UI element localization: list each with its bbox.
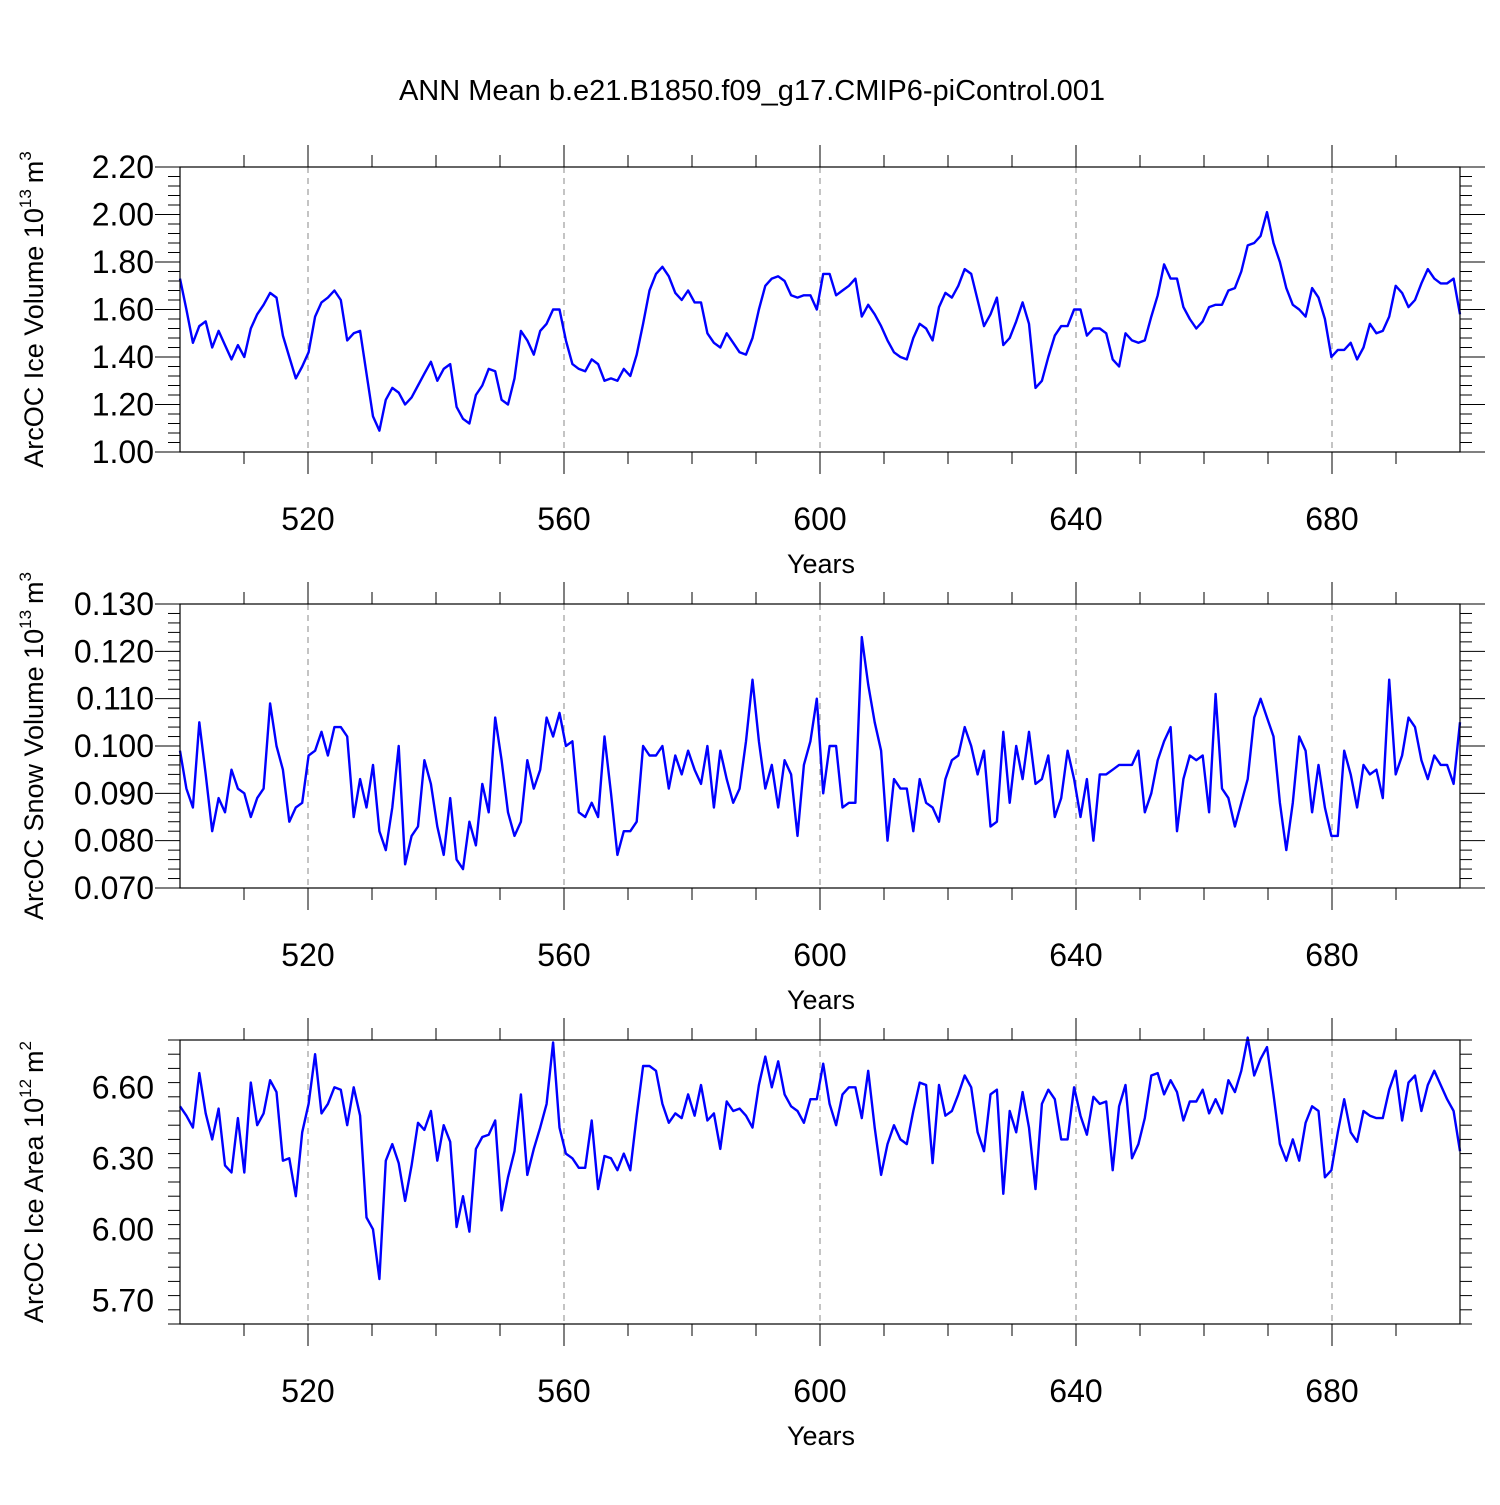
data-series-line xyxy=(178,210,1462,432)
y-axis-title: ArcOC Ice Area 1012 m2 xyxy=(16,1041,49,1323)
y-axis-title-text: ArcOC Ice Area 10 xyxy=(19,1098,49,1323)
y-axis-title-exponent: 12 xyxy=(16,1079,35,1098)
y-tick-label: 6.60 xyxy=(92,1069,154,1105)
y-axis-title-unit: m xyxy=(19,1050,49,1073)
y-axis-title-unit: m xyxy=(19,161,49,184)
y-tick-label: 6.30 xyxy=(92,1140,154,1176)
x-tick-label: 520 xyxy=(281,501,334,537)
data-series-line xyxy=(179,1036,1462,1281)
y-tick-label: 0.130 xyxy=(74,586,154,622)
y-tick-label: 1.20 xyxy=(92,387,154,423)
x-tick-label: 680 xyxy=(1305,501,1358,537)
x-tick-label: 560 xyxy=(537,937,590,973)
x-tick-label: 640 xyxy=(1049,937,1102,973)
y-axis-title-exponent: 13 xyxy=(16,189,35,208)
x-tick-label: 600 xyxy=(793,937,846,973)
y-tick-label: 1.80 xyxy=(92,244,154,280)
y-tick-label: 0.110 xyxy=(76,681,154,717)
figure-title: ANN Mean b.e21.B1850.f09_g17.CMIP6-piCon… xyxy=(399,75,1105,107)
y-tick-label: 0.090 xyxy=(74,775,154,811)
x-tick-label: 560 xyxy=(537,1373,590,1409)
y-tick-label: 1.00 xyxy=(92,434,154,470)
y-tick-label: 1.40 xyxy=(92,339,154,375)
y-tick-label: 1.60 xyxy=(92,292,154,328)
x-axis-title: Years xyxy=(787,1421,855,1451)
x-tick-label: 600 xyxy=(793,1373,846,1409)
y-tick-label: 0.100 xyxy=(74,728,154,764)
y-axis-title-unit-exponent: 3 xyxy=(16,572,35,581)
y-axis-title-unit: m xyxy=(19,581,49,604)
chart-panel-3: 5.70 6.00 6.30 6.60 520 560 600 640 680 Years ArcO… xyxy=(16,1018,1472,1451)
y-axis-title-text: ArcOC Snow Volume 10 xyxy=(19,629,49,920)
y-axis-title-unit-exponent: 2 xyxy=(16,1041,35,1050)
x-tick-label: 600 xyxy=(793,501,846,537)
y-axis-title: ArcOC Ice Volume 1013 m3 xyxy=(16,151,49,468)
y-axis-title-exponent: 13 xyxy=(16,610,35,629)
x-tick-label: 520 xyxy=(281,937,334,973)
y-tick-label: 6.00 xyxy=(92,1211,154,1247)
y-tick-label: 0.080 xyxy=(74,823,154,859)
x-tick-label: 560 xyxy=(537,501,590,537)
y-tick-label: 5.70 xyxy=(92,1282,154,1318)
y-axis-title: ArcOC Snow Volume 1013 m3 xyxy=(16,572,49,920)
x-tick-label: 680 xyxy=(1305,1373,1358,1409)
x-tick-label: 640 xyxy=(1049,501,1102,537)
y-tick-label: 0.070 xyxy=(74,870,154,906)
x-tick-label: 520 xyxy=(281,1373,334,1409)
y-tick-label: 2.20 xyxy=(92,149,154,185)
x-axis-title: Years xyxy=(787,985,855,1015)
chart-panel-2: 0.070 0.080 0.090 0.100 0.110 0.120 0.130 520 56… xyxy=(16,572,1485,1015)
chart-panel-1: 1.00 1.20 1.40 1.60 1.80 2.00 2.20 520 560 600 640… xyxy=(16,145,1485,579)
y-axis-title-text: ArcOC Ice Volume 10 xyxy=(19,208,49,468)
x-tick-label: 680 xyxy=(1305,937,1358,973)
y-axis-title-unit-exponent: 3 xyxy=(16,151,35,160)
x-tick-label: 640 xyxy=(1049,1373,1102,1409)
data-series-line xyxy=(178,635,1462,871)
x-axis-title: Years xyxy=(787,549,855,579)
y-tick-label: 2.00 xyxy=(92,197,154,233)
y-tick-label: 0.120 xyxy=(74,633,154,669)
